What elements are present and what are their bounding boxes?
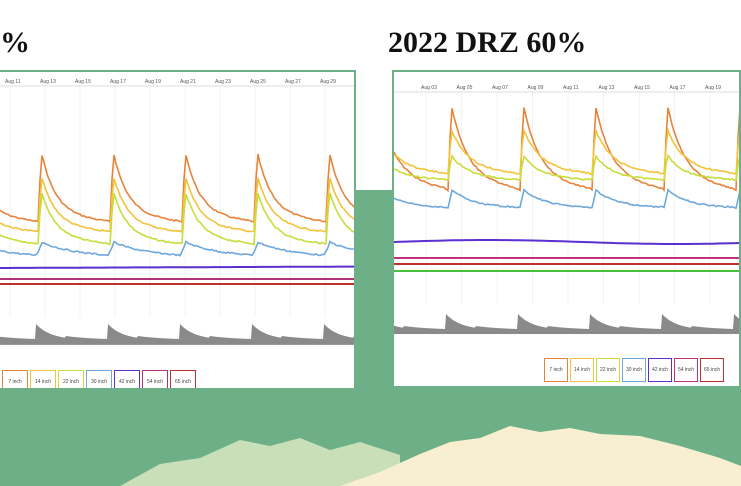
legend-item-label: 30 inch xyxy=(625,367,643,373)
left-chart-x-tick: Aug 17 xyxy=(110,79,126,85)
right-chart-x-tick: Aug 13 xyxy=(599,85,615,91)
right-chart-panel: Aug 03 Aug 05 Aug 07 Aug 09 Aug 11 Aug 13 Aug … xyxy=(392,70,741,388)
right-chart-series-line xyxy=(394,153,739,182)
left-chart-x-tick: Aug 27 xyxy=(285,79,301,85)
legend-item-label: 22 inch xyxy=(599,367,617,373)
legend-item: 54 inch xyxy=(142,370,168,388)
right-chart-legend: 7 inch 14 inch 22 inch 30 inch 42 inch 54 inc… xyxy=(544,358,724,382)
legend-item: 7 inch xyxy=(2,370,28,388)
legend-item: 42 inch xyxy=(114,370,140,388)
legend-item-label: 65 inch xyxy=(703,367,721,373)
hill-silhouette xyxy=(120,426,741,486)
left-chart-series-line xyxy=(0,240,354,257)
legend-item: 22 inch xyxy=(58,370,84,388)
legend-item-label: 30 inch xyxy=(90,379,108,385)
legend-item: 30 inch xyxy=(86,370,112,388)
right-chart-series-line xyxy=(394,188,739,210)
right-chart-x-tick: Aug 15 xyxy=(634,85,650,91)
legend-item-label: 14 inch xyxy=(573,367,591,373)
left-chart-legend: 7 inch 14 inch 22 inch 30 inch 42 inch 54 inc… xyxy=(2,370,196,388)
left-chart-series-line xyxy=(0,192,354,246)
legend-item: 54 inch xyxy=(674,358,698,382)
right-chart-x-tick: Aug 17 xyxy=(670,85,686,91)
left-chart-x-tick: Aug 23 xyxy=(215,79,231,85)
right-chart-x-tick: Aug 05 xyxy=(457,85,473,91)
legend-item-label: 65 inch xyxy=(174,379,192,385)
left-chart-x-tick: Aug 29 xyxy=(320,79,336,85)
left-chart-plot: Aug 11 Aug 13 Aug 15 Aug 17 Aug 19 Aug 21 Aug … xyxy=(0,79,354,345)
right-chart-series-line xyxy=(394,107,739,193)
right-chart-x-tick: Aug 09 xyxy=(528,85,544,91)
right-chart-title: 2022 DRZ 60% xyxy=(388,26,587,59)
left-chart-rain-baseline xyxy=(0,344,354,345)
left-chart-series-line xyxy=(0,153,354,224)
green-background-pillar xyxy=(356,190,392,390)
left-chart-x-tick: Aug 15 xyxy=(75,79,91,85)
legend-item: 65 inch xyxy=(700,358,724,382)
legend-item-label: 14 inch xyxy=(34,379,52,385)
legend-item-label: 7 inch xyxy=(549,367,563,373)
legend-item-label: 7 inch xyxy=(8,379,22,385)
left-chart-rain-area xyxy=(0,324,354,344)
legend-item: 65 inch xyxy=(170,370,196,388)
legend-item: 22 inch xyxy=(596,358,620,382)
left-chart-panel: Aug 11 Aug 13 Aug 15 Aug 17 Aug 19 Aug 21 Aug … xyxy=(0,70,356,390)
right-chart-series-line xyxy=(394,239,739,245)
left-chart-series-line xyxy=(0,265,354,269)
right-chart-x-tick: Aug 11 xyxy=(563,85,579,91)
left-chart-x-tick: Aug 19 xyxy=(145,79,161,85)
left-chart-x-tick: Aug 13 xyxy=(40,79,56,85)
legend-item: 14 inch xyxy=(570,358,594,382)
left-chart-series-line xyxy=(0,177,354,234)
right-chart-x-tick: Aug 03 xyxy=(421,85,437,91)
right-chart-x-tick: Aug 19 xyxy=(705,85,721,91)
legend-item: 42 inch xyxy=(648,358,672,382)
left-chart-title: % xyxy=(0,26,30,59)
legend-item: 30 inch xyxy=(622,358,646,382)
legend-item-label: 54 inch xyxy=(146,379,164,385)
legend-item: 14 inch xyxy=(30,370,56,388)
right-chart-rain-area xyxy=(394,314,739,334)
right-chart-series-line xyxy=(394,127,739,176)
right-chart-x-tick: Aug 07 xyxy=(492,85,508,91)
right-chart-plot: Aug 03 Aug 05 Aug 07 Aug 09 Aug 11 Aug 13 Aug … xyxy=(394,85,739,334)
legend-item-label: 42 inch xyxy=(651,367,669,373)
left-chart-x-tick: Aug 25 xyxy=(250,79,266,85)
left-chart-x-tick: Aug 21 xyxy=(180,79,196,85)
legend-item-label: 42 inch xyxy=(118,379,136,385)
left-chart-x-tick: Aug 11 xyxy=(5,79,21,85)
legend-item-label: 22 inch xyxy=(62,379,80,385)
legend-item: 7 inch xyxy=(544,358,568,382)
legend-item-label: 54 inch xyxy=(677,367,695,373)
